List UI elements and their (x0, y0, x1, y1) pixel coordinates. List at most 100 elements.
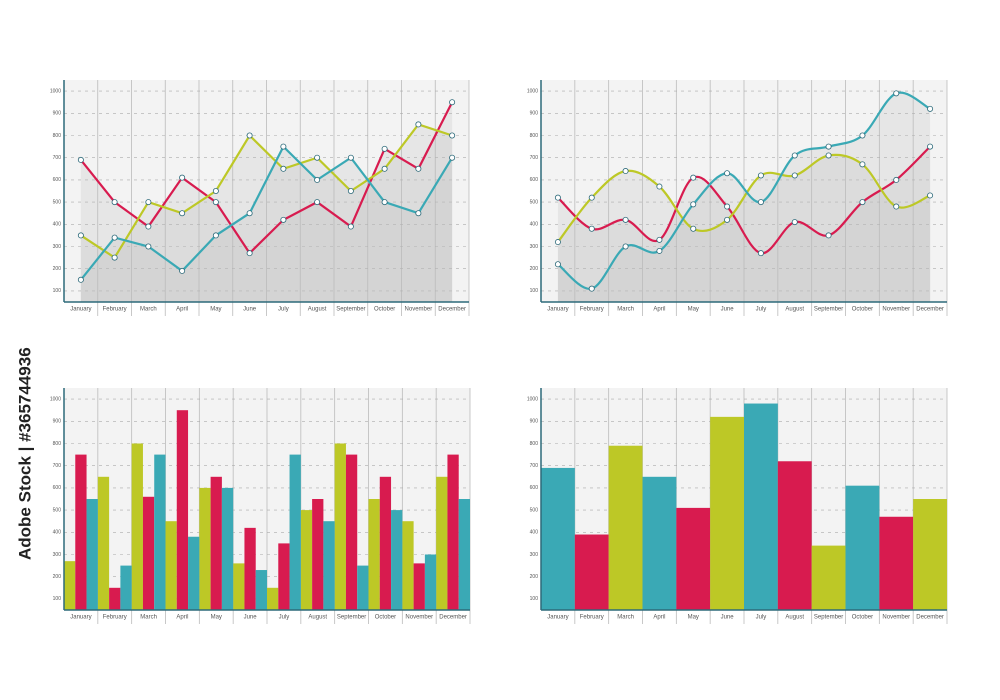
y-tick-label: 600 (530, 177, 539, 183)
y-tick-label: 400 (53, 530, 62, 536)
bar (424, 554, 437, 610)
data-point (347, 154, 354, 161)
x-tick-label: September (337, 615, 366, 621)
data-point (554, 261, 561, 268)
bar (676, 507, 711, 610)
series-line (80, 101, 454, 255)
watermark: Adobe Stock | #365744936 (15, 347, 34, 560)
data-point (927, 105, 934, 112)
bar (109, 587, 121, 610)
x-tick-label: January (70, 615, 91, 621)
y-tick-label: 1000 (527, 396, 538, 402)
bar (391, 510, 403, 610)
y-tick-label: 600 (530, 485, 539, 491)
y-tick-label: 900 (53, 111, 62, 117)
data-point (449, 132, 456, 139)
x-tick-label: January (547, 615, 568, 621)
x-tick-label: October (375, 615, 396, 621)
y-tick-label: 200 (530, 574, 539, 580)
bar (345, 454, 358, 610)
y-tick-label: 700 (53, 463, 62, 469)
bar (75, 454, 87, 610)
data-point (77, 156, 84, 163)
data-point (859, 132, 866, 139)
data-point (724, 170, 731, 177)
data-point (314, 176, 321, 183)
bar (210, 476, 222, 610)
bar (154, 454, 166, 610)
y-tick-label: 800 (530, 133, 539, 139)
data-point (927, 192, 934, 199)
bar (244, 527, 256, 610)
data-point (179, 174, 186, 181)
y-tick-label: 300 (530, 244, 539, 250)
x-tick-label: December (916, 615, 944, 621)
y-tick-label: 700 (530, 155, 539, 161)
data-point (724, 216, 731, 223)
data-point (246, 210, 253, 217)
x-tick-label: March (140, 307, 157, 313)
x-tick-label: June (244, 615, 258, 621)
data-point (724, 203, 731, 210)
data-point (757, 199, 764, 206)
series-line (80, 123, 453, 260)
series-line (80, 144, 454, 281)
data-point (111, 254, 118, 261)
y-tick-label: 100 (53, 288, 62, 294)
bar (710, 416, 744, 610)
series-area (557, 154, 931, 302)
data-point (212, 199, 219, 206)
y-tick-label: 600 (53, 177, 62, 183)
bar (300, 510, 313, 610)
data-point (554, 194, 561, 201)
data-point (415, 165, 422, 172)
chart-panel: January February March April May June July Augu… (50, 80, 470, 316)
y-tick-label: 600 (53, 485, 62, 491)
data-point (179, 210, 186, 217)
data-point (246, 132, 253, 139)
bar (131, 443, 143, 610)
data-point (825, 232, 832, 239)
y-tick-label: 500 (530, 507, 539, 513)
x-tick-label: July (279, 615, 290, 621)
x-tick-label: July (278, 307, 289, 313)
bar (233, 563, 245, 610)
bar (278, 543, 290, 610)
x-tick-label: August (308, 307, 327, 313)
data-point (656, 247, 663, 254)
x-tick-label: March (617, 307, 634, 313)
bar (289, 454, 301, 610)
data-point (347, 187, 354, 194)
bar (458, 499, 470, 610)
y-tick-label: 900 (53, 419, 62, 425)
data-point (179, 267, 186, 274)
bar (176, 410, 189, 610)
bar (777, 461, 812, 610)
data-point (791, 172, 798, 179)
x-tick-label: January (70, 307, 91, 313)
y-tick-label: 100 (53, 596, 62, 602)
y-tick-label: 200 (53, 266, 62, 272)
data-point (145, 223, 152, 230)
x-tick-label: May (211, 615, 222, 621)
x-tick-label: August (785, 615, 804, 621)
data-point (212, 232, 219, 239)
bar (120, 565, 132, 610)
x-tick-label: April (176, 307, 188, 313)
y-tick-label: 700 (53, 155, 62, 161)
data-point (757, 172, 764, 179)
bar (267, 587, 279, 610)
data-point (314, 199, 321, 206)
x-tick-label: April (653, 615, 665, 621)
data-point (791, 152, 798, 159)
data-point (212, 187, 219, 194)
x-tick-label: November (882, 615, 910, 621)
x-tick-label: February (103, 307, 127, 313)
data-point (588, 194, 595, 201)
y-tick-label: 100 (530, 596, 539, 602)
data-point (893, 203, 900, 210)
data-point (825, 143, 832, 150)
series-line (557, 91, 931, 290)
x-tick-label: August (785, 307, 804, 313)
